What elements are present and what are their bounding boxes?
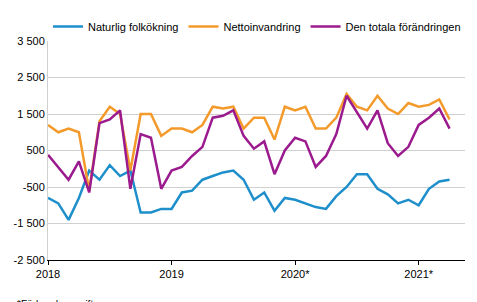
svg-text:-500: -500 (23, 181, 45, 193)
svg-text:-1 500: -1 500 (14, 217, 45, 229)
svg-text:Den totala förändringen: Den totala förändringen (346, 21, 461, 33)
svg-text:Nettoinvandring: Nettoinvandring (224, 21, 301, 33)
svg-text:1 500: 1 500 (17, 108, 45, 120)
svg-text:500: 500 (26, 144, 44, 156)
svg-text:3 500: 3 500 (17, 35, 45, 47)
svg-text:2021*: 2021* (404, 268, 433, 280)
svg-text:-2 500: -2 500 (14, 254, 45, 266)
svg-text:Naturlig folkökning: Naturlig folkökning (88, 21, 179, 33)
svg-text:2019: 2019 (159, 268, 183, 280)
svg-text:2020*: 2020* (281, 268, 310, 280)
svg-text:*Förhandsuppgift: *Förhandsuppgift (17, 299, 93, 302)
svg-text:2 500: 2 500 (17, 71, 45, 83)
svg-text:2018: 2018 (36, 268, 60, 280)
